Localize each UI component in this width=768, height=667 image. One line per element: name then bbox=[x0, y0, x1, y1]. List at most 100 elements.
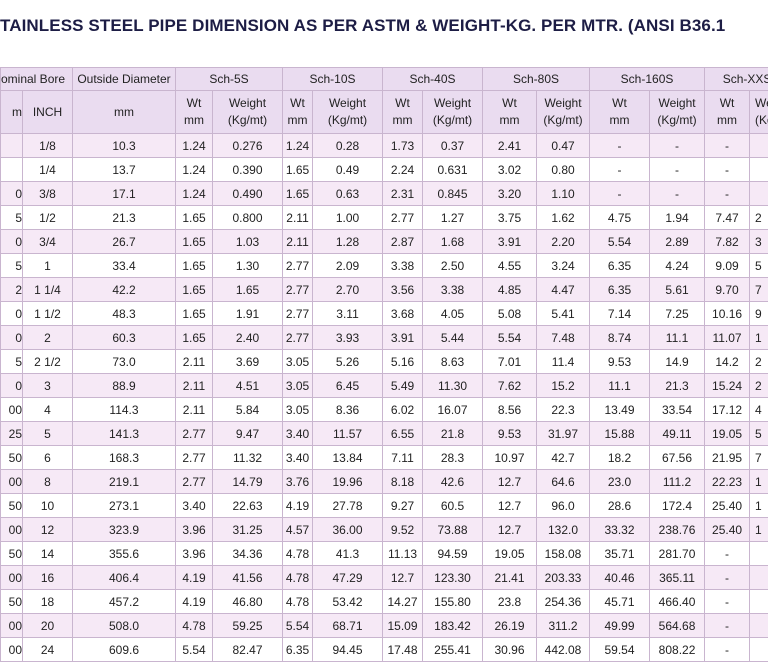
cell: 11.32 bbox=[211, 445, 284, 470]
cell: 33.54 bbox=[649, 397, 706, 422]
cell: 3.24 bbox=[536, 253, 591, 278]
cell: 5.61 bbox=[649, 277, 706, 302]
cell: 19.96 bbox=[312, 469, 384, 494]
cell: - bbox=[589, 157, 651, 182]
cell: 0.800 bbox=[211, 205, 284, 230]
cell: 33.4 bbox=[72, 253, 176, 278]
cell: 4.55 bbox=[482, 253, 538, 278]
cell: 35.71 bbox=[589, 541, 651, 566]
cell: 3.68 bbox=[382, 301, 424, 326]
sub-header-line: mm bbox=[499, 113, 520, 127]
cell: 68.71 bbox=[312, 613, 384, 638]
cell bbox=[749, 589, 768, 614]
cell bbox=[749, 565, 768, 590]
cell: 4 bbox=[749, 397, 768, 422]
cell: 4.05 bbox=[422, 301, 484, 326]
cell: 15.24 bbox=[704, 373, 751, 398]
cell: 8 bbox=[22, 469, 73, 494]
cell: 00 bbox=[0, 469, 23, 494]
cell: 1 bbox=[749, 517, 768, 542]
cell: 219.1 bbox=[72, 469, 176, 494]
cell: 17.1 bbox=[72, 181, 176, 206]
cell: 50 bbox=[0, 493, 23, 518]
cell: 273.1 bbox=[72, 493, 176, 518]
cell bbox=[0, 157, 23, 182]
cell: 23.0 bbox=[589, 469, 651, 494]
cell: 0.49 bbox=[312, 157, 384, 182]
cell: 141.3 bbox=[72, 421, 176, 446]
cell: 9 bbox=[749, 301, 768, 326]
cell bbox=[749, 613, 768, 638]
cell: 123.30 bbox=[422, 565, 484, 590]
cell: 46.80 bbox=[211, 589, 284, 614]
sub-header-line: mm bbox=[184, 113, 204, 127]
cell: 3.38 bbox=[422, 277, 484, 302]
cell: 28.6 bbox=[589, 493, 651, 518]
cell: 6.45 bbox=[312, 373, 384, 398]
cell: 0.631 bbox=[422, 157, 484, 182]
sub-header-line: mm bbox=[287, 113, 308, 127]
cell: 564.68 bbox=[649, 613, 706, 638]
cell: 4.78 bbox=[282, 541, 314, 566]
group-header: Sch-40S bbox=[382, 67, 484, 91]
data-row: 0 3/4 26.7 1.65 1.03 2.11 1.28 2.87 1.68 3.91 2.20… bbox=[0, 229, 768, 254]
cell: 9.47 bbox=[211, 421, 284, 446]
cell: 0.28 bbox=[312, 133, 384, 158]
cell: 155.80 bbox=[422, 589, 484, 614]
cell: 14.2 bbox=[704, 349, 751, 374]
cell: 2.77 bbox=[382, 205, 424, 230]
cell: 8.74 bbox=[589, 325, 651, 350]
sub-header-line: (Kg/mt) bbox=[432, 113, 473, 127]
sub-header-line: Wt bbox=[502, 96, 517, 110]
cell: 17.48 bbox=[382, 637, 424, 662]
sub-header-line: Wt bbox=[290, 96, 305, 110]
cell: 3.91 bbox=[482, 229, 538, 254]
cell: 183.42 bbox=[422, 613, 484, 638]
cell: 15.2 bbox=[536, 373, 591, 398]
cell: 4 bbox=[22, 397, 73, 422]
cell: 3.91 bbox=[382, 325, 424, 350]
cell: 0 bbox=[0, 181, 23, 206]
cell: 2.77 bbox=[175, 421, 213, 446]
data-row: 50 10 273.1 3.40 22.63 4.19 27.78 9.27 60.5 12.7 9… bbox=[0, 493, 768, 518]
group-header: Sch-80S bbox=[482, 67, 591, 91]
cell: 12.7 bbox=[482, 517, 538, 542]
data-row: 0 3 88.9 2.11 4.51 3.05 6.45 5.49 11.30 7.62 15.2 1… bbox=[0, 373, 768, 398]
sub-header: Weight (Kg/mt) bbox=[312, 90, 384, 134]
cell: 27.78 bbox=[312, 493, 384, 518]
cell: 64.6 bbox=[536, 469, 591, 494]
cell: 3.93 bbox=[312, 325, 384, 350]
cell: 1.65 bbox=[175, 277, 213, 302]
cell: 114.3 bbox=[72, 397, 176, 422]
cell: 0.37 bbox=[422, 133, 484, 158]
cell: 2 bbox=[22, 325, 73, 350]
cell: 25.40 bbox=[704, 517, 751, 542]
cell bbox=[0, 133, 23, 158]
sub-header-line: INCH bbox=[32, 104, 63, 119]
cell: - bbox=[704, 613, 751, 638]
sub-header-line: Wt bbox=[395, 96, 410, 110]
cell: 2.50 bbox=[422, 253, 484, 278]
cell: 1.00 bbox=[312, 205, 384, 230]
cell: 21.3 bbox=[72, 205, 176, 230]
cell: 5.16 bbox=[382, 349, 424, 374]
cell: 5 bbox=[749, 421, 768, 446]
cell: 9.53 bbox=[589, 349, 651, 374]
cell: 2.11 bbox=[175, 373, 213, 398]
cell: 19.05 bbox=[482, 541, 538, 566]
cell: 10 bbox=[22, 493, 73, 518]
sub-header: Weight (Kg/mt) bbox=[749, 90, 768, 134]
cell: 2 1/2 bbox=[22, 349, 73, 374]
sub-header: Weight (Kg/mt) bbox=[422, 90, 484, 134]
cell: 41.56 bbox=[211, 565, 284, 590]
cell: 2.77 bbox=[175, 469, 213, 494]
cell: 1 bbox=[22, 253, 73, 278]
cell: 3 bbox=[749, 229, 768, 254]
cell: 26.19 bbox=[482, 613, 538, 638]
cell: 0.490 bbox=[211, 181, 284, 206]
cell: 4.78 bbox=[282, 589, 314, 614]
cell: 2.31 bbox=[382, 181, 424, 206]
data-row: 5 1/2 21.3 1.65 0.800 2.11 1.00 2.77 1.27 3.75 1.6… bbox=[0, 205, 768, 230]
sub-header-line: (Kg/mt) bbox=[543, 113, 583, 127]
